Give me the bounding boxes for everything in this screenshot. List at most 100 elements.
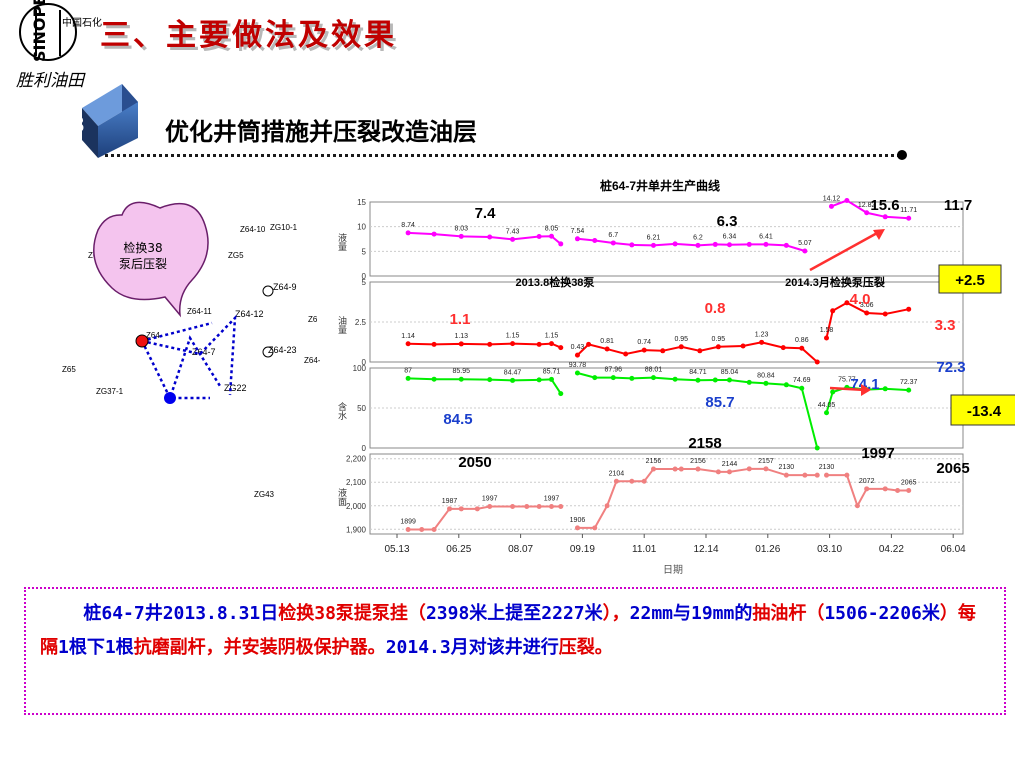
series-line (825, 301, 909, 339)
data-point (405, 375, 411, 381)
average-label: 1.1 (450, 311, 471, 328)
y-tick-label: 5 (362, 247, 367, 256)
data-label: 2156 (646, 458, 662, 465)
data-point (558, 345, 564, 351)
data-point (824, 410, 830, 416)
data-label: 80.84 (757, 372, 775, 379)
data-point (650, 375, 656, 381)
description-text: 桩64-7井2013.8.31日检换38泵提泵挂（2398米上提至2227米），… (40, 597, 990, 665)
injector-well-icon (164, 392, 176, 404)
data-point (536, 234, 542, 240)
data-point (558, 503, 564, 509)
data-point (660, 348, 666, 354)
data-point (746, 241, 752, 247)
data-point (650, 466, 656, 472)
data-point (419, 527, 425, 533)
data-point (695, 466, 701, 472)
data-point (763, 466, 769, 472)
well-label: Z64-10 (240, 225, 266, 234)
data-point (510, 341, 516, 347)
data-point (549, 341, 554, 347)
well-label: Z64-7 (192, 347, 216, 357)
data-point (629, 478, 635, 484)
data-point (405, 527, 411, 533)
data-point (740, 343, 746, 349)
x-tick-label: 04.22 (879, 544, 904, 555)
data-point (715, 469, 721, 475)
data-point (814, 445, 820, 451)
data-point (474, 506, 480, 512)
x-tick-label: 03.10 (817, 544, 842, 555)
increase-arrow (809, 229, 885, 272)
data-point (824, 472, 830, 478)
chart-panel: 1,900 2,000 2,100 2,200 液面 1899 1987 1997 1997 19… (337, 435, 970, 535)
data-point (828, 203, 834, 209)
data-point (726, 242, 732, 248)
average-label: 72.3 (936, 359, 965, 376)
data-label: 1.58 (820, 327, 834, 334)
x-tick-label: 08.07 (508, 544, 533, 555)
data-point (726, 469, 732, 475)
data-point (604, 346, 610, 352)
data-label: 1997 (482, 495, 498, 502)
data-point (536, 377, 542, 383)
data-label: 2157 (758, 458, 774, 465)
average-label: 3.3 (935, 317, 956, 334)
data-label: 5.07 (798, 240, 812, 247)
data-point (726, 377, 732, 383)
data-label: 85.04 (721, 369, 739, 376)
step-number-cube: 3 (80, 84, 138, 158)
well-label: ZG22 (224, 383, 247, 393)
data-label: 1.15 (506, 333, 520, 340)
data-point (604, 503, 610, 509)
well-label: Z64-9 (273, 282, 297, 292)
data-label: 44.05 (818, 402, 836, 409)
data-point (830, 389, 836, 395)
data-point (864, 486, 870, 492)
data-point (431, 376, 437, 382)
average-label: 2050 (458, 454, 491, 471)
data-point (431, 527, 437, 533)
data-point (712, 377, 718, 383)
y-tick-label: 0 (362, 358, 367, 367)
data-point (650, 242, 656, 248)
decrease-arrow (829, 384, 871, 396)
callout-bubble (93, 201, 209, 318)
logo-subsidiary: 胜利油田 (16, 71, 84, 91)
data-label: 1997 (544, 495, 560, 502)
logo-brand: SINOPEC (30, 0, 49, 62)
well-label: ZG37-1 (96, 387, 124, 396)
data-point (746, 466, 752, 472)
data-point (629, 375, 635, 381)
note-part: ）， (602, 603, 630, 624)
data-point (906, 387, 912, 393)
data-point (405, 230, 411, 236)
data-label: 72.37 (900, 379, 918, 386)
event-label: 2014.3月检换泵压裂 (785, 275, 885, 289)
data-point (746, 379, 752, 385)
data-label: 1987 (442, 498, 458, 505)
data-point (431, 231, 437, 237)
average-label: 1997 (861, 445, 894, 462)
data-label: 11.71 (900, 207, 917, 214)
well-symbol (262, 285, 274, 297)
data-label: 1.23 (755, 331, 769, 338)
note-part: 桩64-7井2013.8.31日 (83, 603, 279, 624)
y-tick-label: 2,100 (346, 478, 367, 487)
data-point (549, 503, 554, 509)
x-axis-label: 日期 (663, 564, 683, 576)
data-label: 84.71 (689, 369, 707, 376)
data-point (844, 472, 850, 478)
data-label: 87.96 (605, 367, 623, 374)
data-point (431, 341, 437, 347)
note-part: 压裂。 (558, 637, 613, 658)
data-label: 1.15 (545, 333, 559, 340)
well-symbol (262, 346, 274, 358)
data-point (592, 525, 598, 531)
data-point (759, 339, 765, 345)
well-label: Z64-23 (268, 345, 297, 355)
series-line (576, 341, 818, 363)
x-tick-label: 09.19 (570, 544, 595, 555)
data-point (613, 478, 619, 484)
data-point (695, 377, 701, 383)
